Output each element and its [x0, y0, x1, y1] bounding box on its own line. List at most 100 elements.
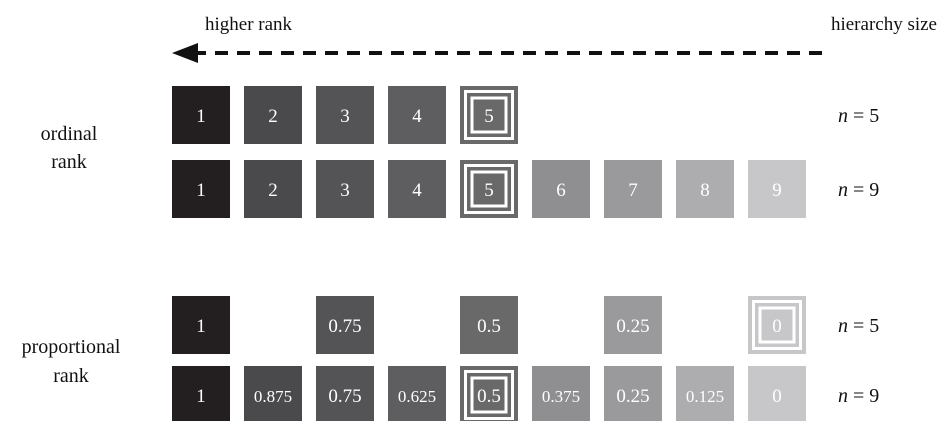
- rank-cell: 4: [388, 160, 446, 218]
- rank-cell-label: 7: [628, 180, 638, 201]
- highlight-inner-frame: [470, 170, 508, 208]
- rank-cell: 2: [244, 160, 302, 218]
- rank-cell-fill: [460, 296, 518, 354]
- rank-cell-fill: [604, 366, 662, 421]
- section-label-line: rank: [51, 151, 87, 173]
- n-symbol: n: [838, 179, 848, 201]
- n-value: = 9: [848, 179, 879, 201]
- rank-cell-label: 0: [772, 386, 782, 407]
- rank-cell-fill: [316, 86, 374, 144]
- rank-cell: 1: [172, 86, 230, 144]
- rank-cell: 1: [172, 366, 230, 421]
- section-label-line: proportional: [22, 336, 121, 358]
- rank-cell-fill: [604, 296, 662, 354]
- rank-rows: 1 2 3 4 5 n = 5 1 2 3 4 5 6 7 8 9 n = 9 1 0.75 0.5 0.25 0 n =…: [172, 86, 879, 421]
- n-symbol: n: [838, 385, 848, 407]
- rank-cell-fill: [388, 86, 446, 144]
- hierarchy-size-n-label: n = 9: [838, 179, 879, 201]
- rank-cell-label: 0.125: [686, 387, 724, 406]
- rank-cell-label: 4: [412, 180, 422, 201]
- rank-cell-label: 0.5: [477, 316, 501, 337]
- rank-cell: 0.125: [676, 366, 734, 421]
- n-symbol: n: [838, 105, 848, 127]
- rank-cell: 5: [460, 160, 518, 218]
- rank-cell: 3: [316, 86, 374, 144]
- rank-cell: 0.875: [244, 366, 302, 421]
- rank-cell-label: 3: [340, 180, 350, 201]
- rank-cell-label: 0.625: [398, 387, 436, 406]
- rank-cell-fill: [676, 160, 734, 218]
- rank-cell-label: 2: [268, 106, 278, 127]
- rank-cell-fill: [532, 160, 590, 218]
- highlight-outer-frame: [464, 370, 514, 420]
- rank-cell: 6: [532, 160, 590, 218]
- rank-cell: 0.25: [604, 366, 662, 421]
- rank-cell-fill: [316, 366, 374, 421]
- n-value: = 5: [848, 105, 879, 127]
- rank-cell-fill: [172, 160, 230, 218]
- rank-cell-label: 1: [196, 316, 206, 337]
- highlight-outer-frame: [752, 300, 802, 350]
- hierarchy-size-label: hierarchy size: [831, 14, 937, 35]
- highlight-inner-frame: [470, 376, 508, 414]
- hierarchy-size-n-label: n = 5: [838, 315, 879, 337]
- rank-cell-label: 1: [196, 106, 206, 127]
- section-label-line: ordinal: [41, 123, 98, 145]
- rank-cell: 9: [748, 160, 806, 218]
- rank-cell: 0.375: [532, 366, 590, 421]
- rank-cell-fill: [748, 160, 806, 218]
- rank-cell-label: 1: [196, 180, 206, 201]
- rank-cell-fill: [172, 366, 230, 421]
- rank-cell-label: 6: [556, 180, 566, 201]
- rank-cell: 0: [748, 296, 806, 354]
- hierarchy-size-n-label: n = 9: [838, 385, 879, 407]
- rank-cell-fill: [748, 366, 806, 421]
- rank-cell-label: 8: [700, 180, 710, 201]
- rank-cell-fill: [244, 86, 302, 144]
- higher-rank-label: higher rank: [205, 14, 293, 35]
- rank-cell: 3: [316, 160, 374, 218]
- rank-cell-label: 2: [268, 180, 278, 201]
- rank-cell-fill: [172, 296, 230, 354]
- rank-cell-label: 5: [484, 106, 494, 127]
- rank-cell-label: 0.375: [542, 387, 580, 406]
- highlight-inner-frame: [758, 306, 796, 344]
- rank-cell: 4: [388, 86, 446, 144]
- n-symbol: n: [838, 315, 848, 337]
- rank-cell-fill: [388, 160, 446, 218]
- highlight-outer-frame: [464, 164, 514, 214]
- rank-cell-fill: [316, 160, 374, 218]
- rank-cell-fill: [172, 86, 230, 144]
- rank-cell-label: 0.25: [616, 316, 649, 337]
- rank-cell: 0: [748, 366, 806, 421]
- rank-cell-fill: [244, 160, 302, 218]
- rank-cell: 1: [172, 160, 230, 218]
- n-value: = 9: [848, 385, 879, 407]
- rank-cell-fill: [316, 296, 374, 354]
- rank-cell-label: 0.5: [477, 386, 501, 407]
- rank-cell-label: 1: [196, 386, 206, 407]
- rank-cell-label: 3: [340, 106, 350, 127]
- rank-cell: 1: [172, 296, 230, 354]
- rank-cell-label: 0.25: [616, 386, 649, 407]
- hierarchy-size-n-label: n = 5: [838, 105, 879, 127]
- rank-cell: 0.75: [316, 296, 374, 354]
- rank-cell-label: 9: [772, 180, 782, 201]
- highlight-outer-frame: [464, 90, 514, 140]
- rank-cell: 2: [244, 86, 302, 144]
- rank-cell: 0.5: [460, 296, 518, 354]
- rank-cell-fill: [676, 366, 734, 421]
- rank-cell-label: 0.875: [254, 387, 292, 406]
- arrow-left-icon: [172, 43, 198, 63]
- section-label-proportional: proportional rank: [22, 336, 121, 387]
- rank-cell: 5: [460, 86, 518, 144]
- rank-cell-label: 0: [772, 316, 782, 337]
- rank-cell-fill: [388, 366, 446, 421]
- rank-cell-label: 5: [484, 180, 494, 201]
- rank-cell: 0.5: [460, 366, 518, 421]
- rank-cell-label: 0.75: [328, 316, 361, 337]
- rank-cell-label: 0.75: [328, 386, 361, 407]
- rank-cell-fill: [244, 366, 302, 421]
- header: higher rank hierarchy size: [172, 14, 937, 63]
- rank-cell: 0.75: [316, 366, 374, 421]
